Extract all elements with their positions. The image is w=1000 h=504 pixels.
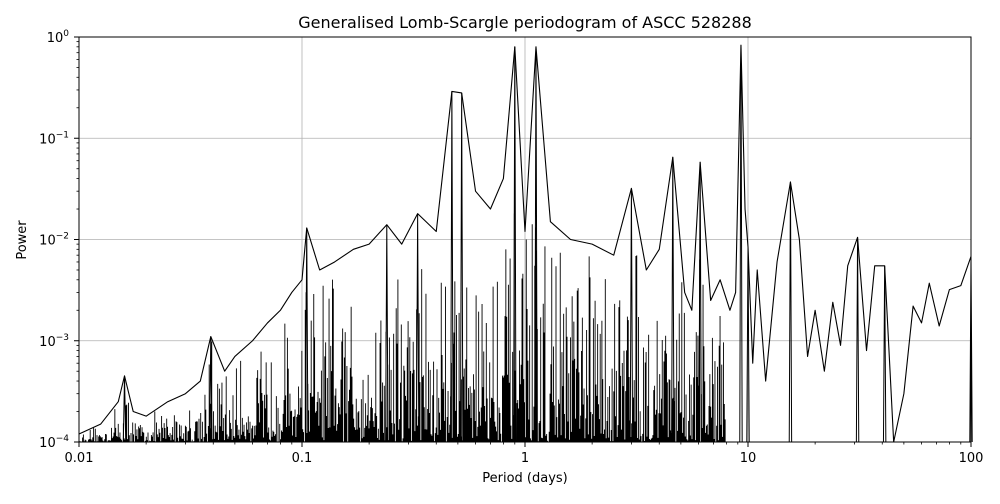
y-tick-label: 10−3 — [39, 333, 69, 350]
y-tick-label: 10−1 — [39, 130, 69, 147]
y-axis-ticks: 10−4 10−3 10−2 10−1 100 — [39, 29, 79, 451]
y-tick-label: 100 — [47, 29, 70, 46]
x-tick-label: 100 — [959, 451, 984, 466]
x-tick-label: 0.01 — [65, 451, 94, 466]
y-axis-label: Power — [15, 220, 30, 260]
y-tick-label: 10−4 — [39, 434, 69, 451]
x-tick-label: 10 — [740, 451, 757, 466]
x-tick-label: 0.1 — [292, 451, 313, 466]
periodogram-line — [78, 44, 972, 443]
x-axis-ticks: 0.01 0.1 1 10 100 — [65, 442, 984, 466]
x-tick-label: 1 — [521, 451, 529, 466]
x-axis-label: Period (days) — [482, 471, 568, 486]
chart-title: Generalised Lomb-Scargle periodogram of … — [298, 13, 752, 32]
grid-lines — [79, 37, 971, 442]
y-tick-label: 10−2 — [39, 232, 69, 249]
